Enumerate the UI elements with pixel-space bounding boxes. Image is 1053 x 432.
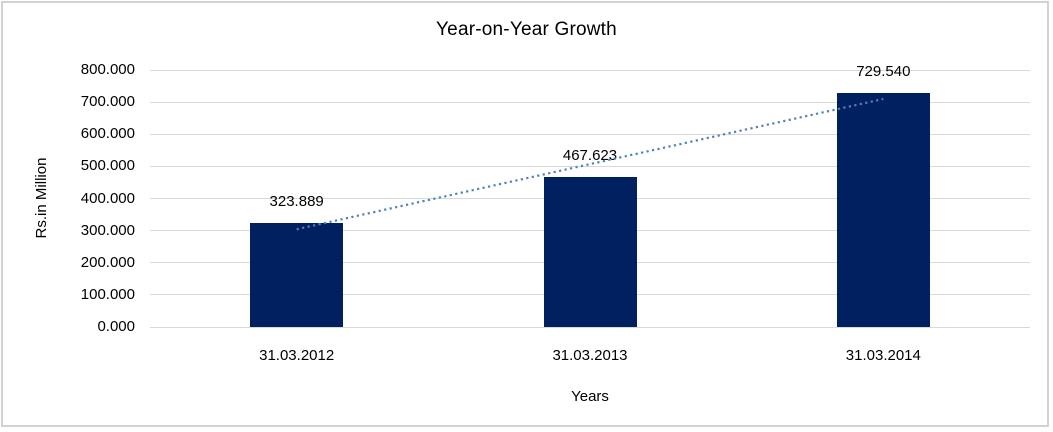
bar bbox=[836, 92, 930, 327]
y-tick-label: 300.000 bbox=[80, 221, 135, 239]
y-tick-label: 600.000 bbox=[80, 125, 135, 143]
x-category-label: 31.03.2013 bbox=[552, 347, 628, 364]
bar bbox=[250, 222, 344, 327]
chart-title: Year-on-Year Growth bbox=[436, 19, 617, 40]
y-tick-label: 500.000 bbox=[80, 157, 135, 175]
y-tick-label: 100.000 bbox=[80, 285, 135, 303]
bar-value-label: 467.623 bbox=[562, 146, 618, 164]
gridline bbox=[150, 69, 1030, 71]
bar bbox=[543, 176, 637, 327]
y-tick-label: 800.000 bbox=[80, 61, 135, 78]
x-category-label: 31.03.2014 bbox=[845, 347, 921, 364]
y-tick-label: 0.000 bbox=[97, 318, 135, 335]
x-category-label: 31.03.2012 bbox=[259, 347, 335, 364]
bar-value-label: 323.889 bbox=[269, 192, 324, 210]
y-tick-label: 400.000 bbox=[80, 189, 135, 207]
x-axis-title: Years bbox=[571, 388, 609, 405]
y-tick-label: 700.000 bbox=[80, 93, 135, 111]
gridline bbox=[150, 326, 1030, 328]
bar-value-label: 729.540 bbox=[856, 62, 911, 80]
y-tick-label: 200.000 bbox=[80, 253, 135, 271]
